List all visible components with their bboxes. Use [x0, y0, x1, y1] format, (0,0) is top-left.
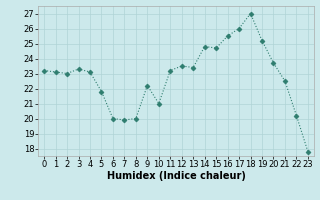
- X-axis label: Humidex (Indice chaleur): Humidex (Indice chaleur): [107, 171, 245, 181]
